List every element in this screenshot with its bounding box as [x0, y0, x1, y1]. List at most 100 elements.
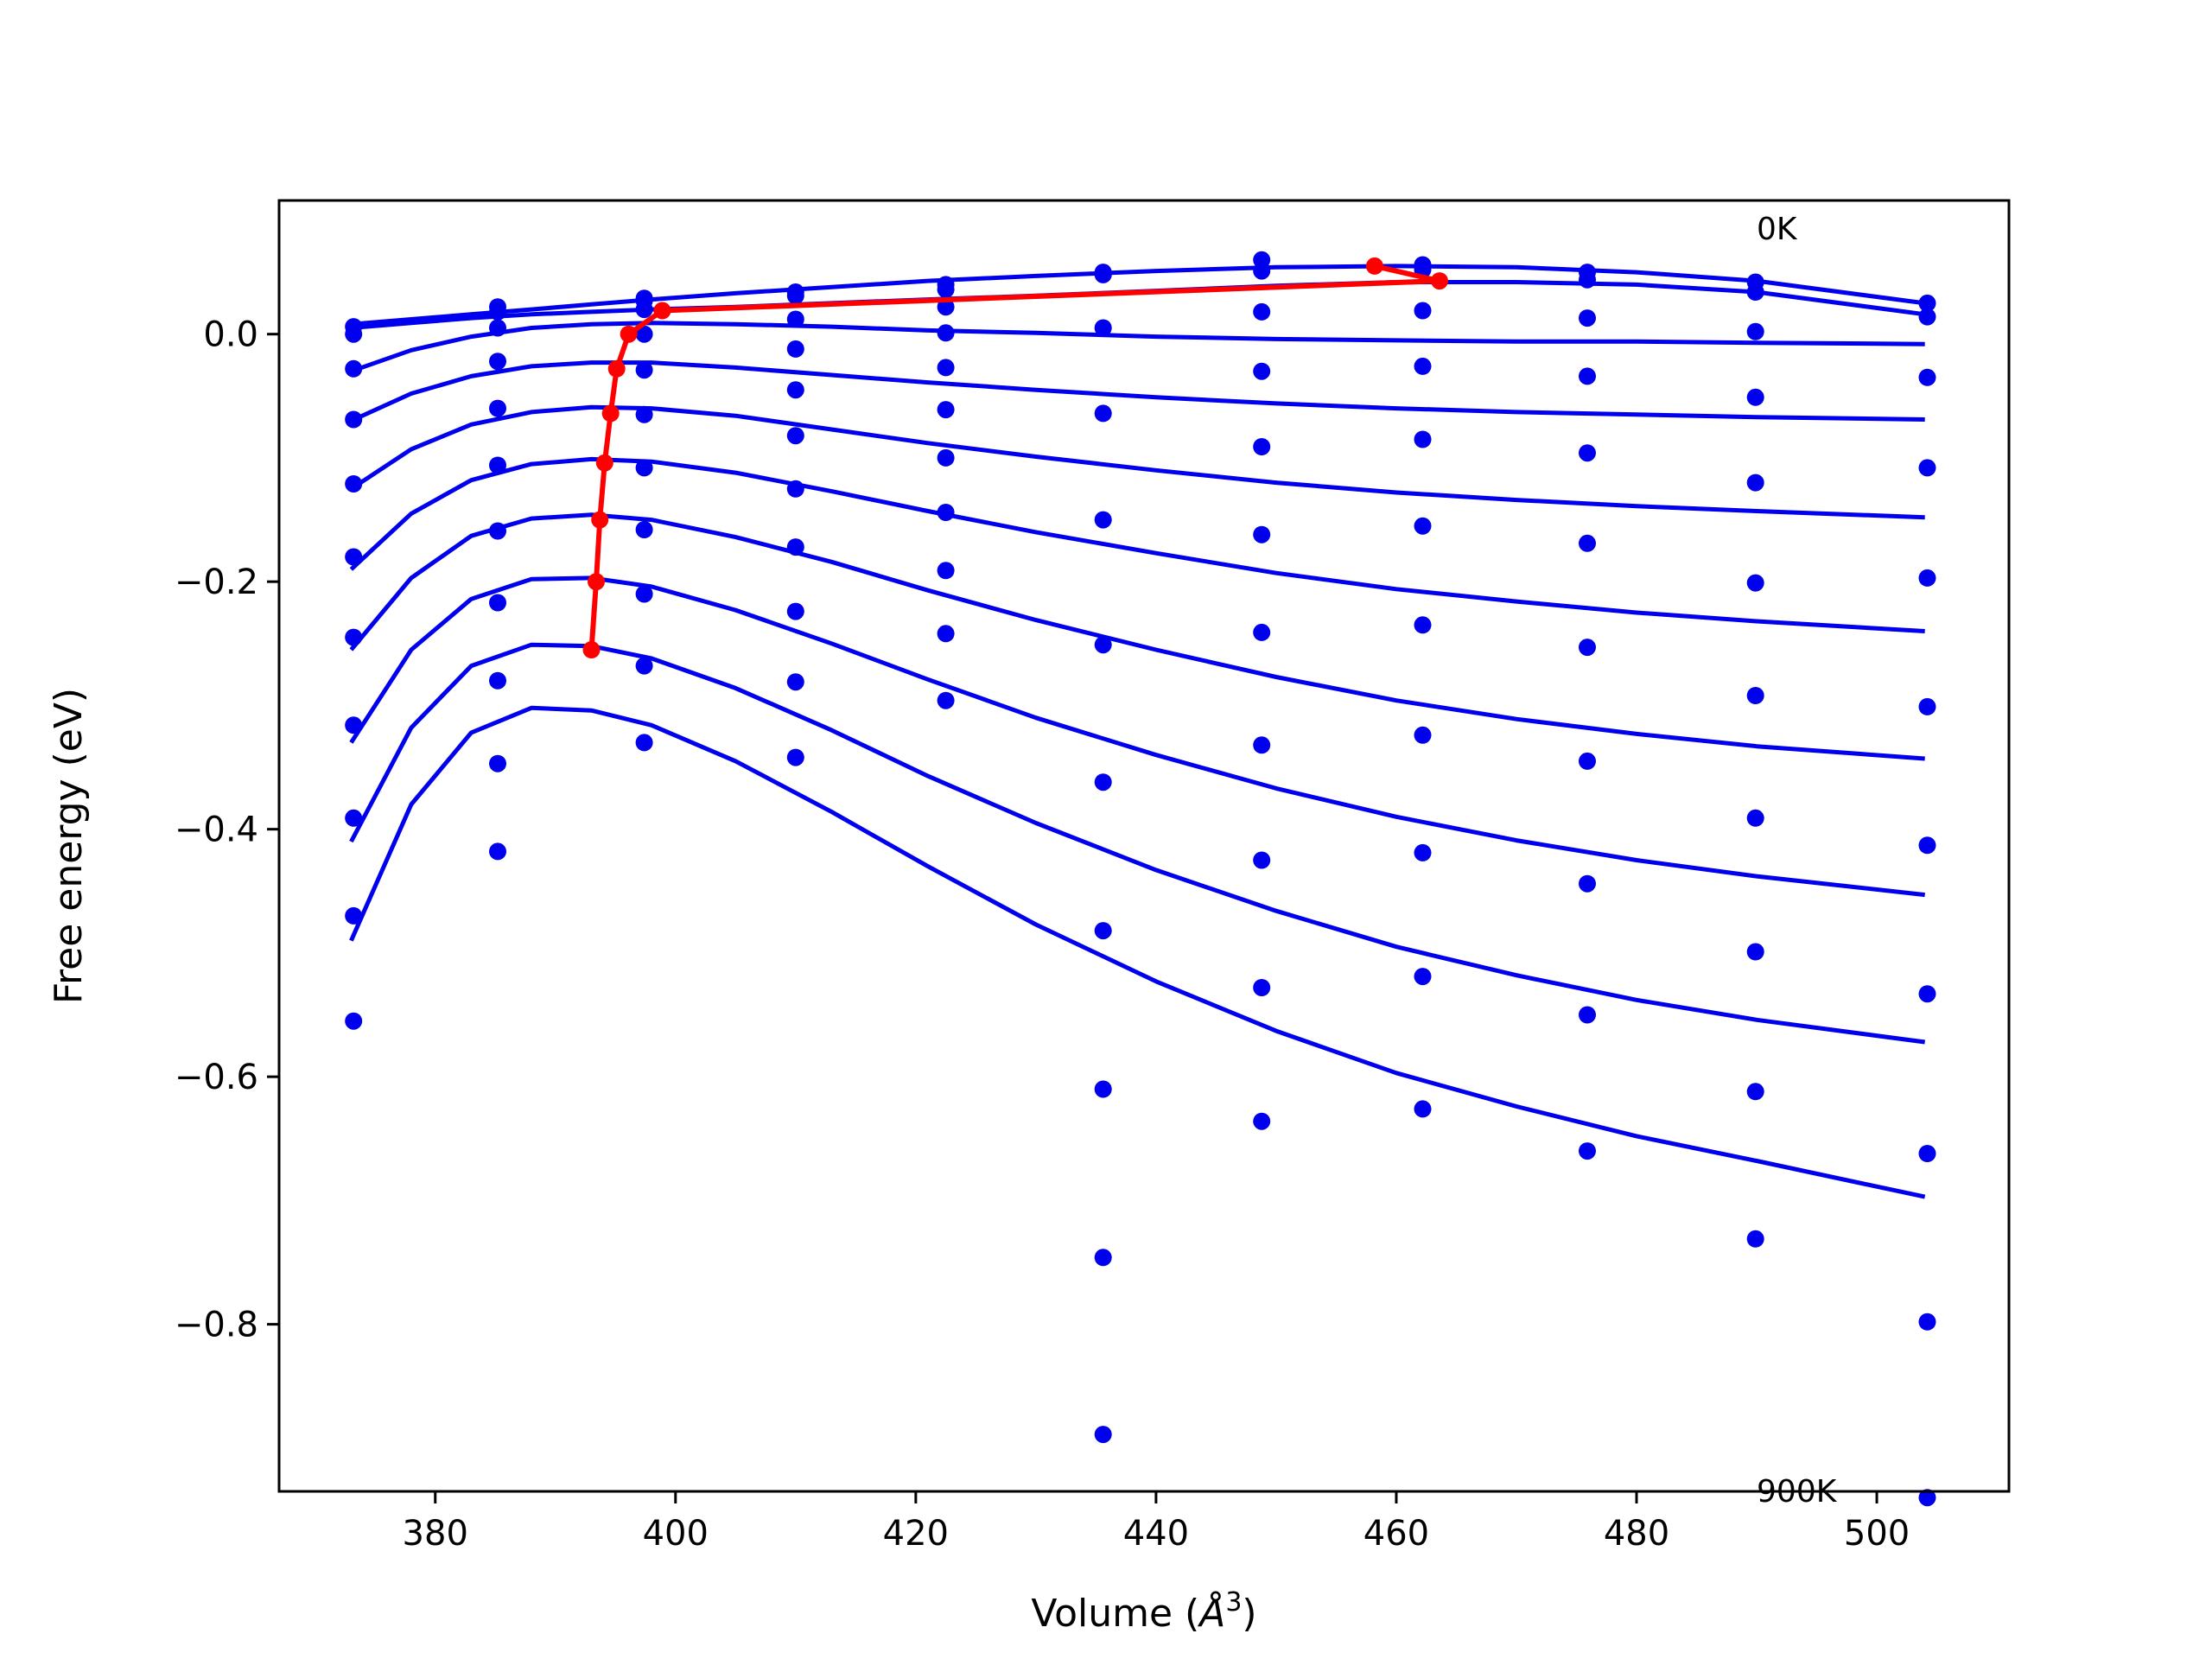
data-point [1918, 368, 1936, 386]
data-point [1094, 1080, 1112, 1098]
data-point [1746, 283, 1764, 301]
data-point [489, 319, 506, 337]
x-tick-label: 440 [1123, 1514, 1189, 1554]
data-point [1579, 309, 1596, 327]
minima-line [588, 263, 1442, 651]
data-point [345, 906, 363, 925]
y-axis-ticks: 0.0 −0.2 −0.4 −0.6 −0.8 [175, 315, 279, 1345]
data-point [1746, 574, 1764, 592]
data-point [345, 359, 363, 378]
data-point [786, 748, 804, 766]
fit-curve-3 [350, 360, 1925, 423]
data-point [1579, 367, 1596, 385]
fit-curve-7 [349, 575, 1925, 898]
x-axis-label-close: ) [1242, 1592, 1256, 1636]
data-point [635, 521, 653, 538]
data-point [1746, 1230, 1764, 1248]
data-point [1746, 474, 1764, 492]
data-point [635, 657, 653, 675]
data-point [345, 475, 363, 493]
data-point [786, 340, 804, 358]
data-point [1414, 302, 1432, 320]
data-point [1094, 319, 1112, 337]
data-point [489, 522, 506, 540]
x-tick-label: 480 [1604, 1514, 1669, 1554]
data-point [786, 480, 804, 498]
data-point [786, 602, 804, 620]
x-tick-label: 460 [1363, 1514, 1429, 1554]
y-tick-label: −0.2 [175, 563, 258, 602]
data-point [345, 716, 363, 734]
data-point [786, 427, 804, 445]
fit-curve-5 [349, 456, 1925, 633]
data-point [1253, 302, 1271, 321]
y-tick-label: −0.4 [175, 810, 258, 850]
data-point [635, 301, 653, 319]
data-points [345, 251, 1936, 1507]
data-point [1414, 968, 1432, 986]
data-point [489, 353, 506, 371]
data-point [937, 562, 955, 580]
fit-curve-2 [350, 321, 1925, 374]
data-point [345, 325, 363, 343]
minimum-point [588, 573, 605, 591]
data-point [937, 625, 955, 643]
data-point [1918, 697, 1936, 715]
data-point [489, 842, 506, 861]
data-point [1918, 294, 1936, 312]
minimum-point [595, 454, 613, 472]
x-axis-ticks: 380 400 420 440 460 480 500 [403, 1491, 1910, 1554]
data-point [1746, 687, 1764, 704]
data-point [1094, 636, 1112, 654]
data-point [1414, 430, 1432, 448]
fit-curve-6 [349, 512, 1925, 761]
data-point [1253, 525, 1271, 543]
minimum-point [1365, 257, 1383, 275]
data-point [489, 671, 506, 690]
data-point [1746, 388, 1764, 406]
data-point [489, 594, 506, 612]
data-point [1094, 265, 1112, 283]
data-point [937, 448, 955, 467]
data-point [786, 381, 804, 399]
data-point [1579, 444, 1596, 462]
annotations: 0K 900K [1757, 212, 1838, 1510]
minimum-point [1431, 272, 1448, 290]
data-point [1579, 874, 1596, 893]
x-tick-label: 380 [403, 1514, 468, 1554]
data-point [1918, 836, 1936, 855]
data-point [786, 538, 804, 556]
data-point [1918, 1145, 1936, 1162]
y-axis-label: Free energy (eV) [47, 688, 91, 1004]
y-tick-label: −0.8 [175, 1306, 258, 1345]
data-point [489, 399, 506, 417]
x-axis-label-symbol: Å [1197, 1590, 1225, 1636]
data-point [1253, 623, 1271, 641]
data-point [937, 324, 955, 342]
data-point [937, 359, 955, 377]
data-point [635, 325, 653, 343]
x-tick-label: 400 [643, 1514, 709, 1554]
data-point [1094, 922, 1112, 940]
data-point [489, 456, 506, 474]
data-point [1918, 459, 1936, 477]
y-tick-label: 0.0 [203, 315, 258, 355]
data-point [1094, 404, 1112, 423]
data-point [1414, 726, 1432, 744]
data-point [635, 405, 653, 423]
minimum-point [591, 511, 609, 529]
plot-area-frame [277, 199, 2011, 1493]
data-point [1918, 308, 1936, 326]
data-point [635, 361, 653, 379]
data-point [1414, 616, 1432, 634]
data-point [635, 459, 653, 477]
data-point [1579, 1142, 1596, 1160]
minimum-point [601, 404, 620, 423]
data-point [1918, 985, 1936, 1003]
data-point [937, 504, 955, 521]
data-point [1746, 943, 1764, 961]
minimum-point [653, 302, 671, 320]
data-point [937, 691, 955, 709]
minimum-point [607, 359, 626, 378]
